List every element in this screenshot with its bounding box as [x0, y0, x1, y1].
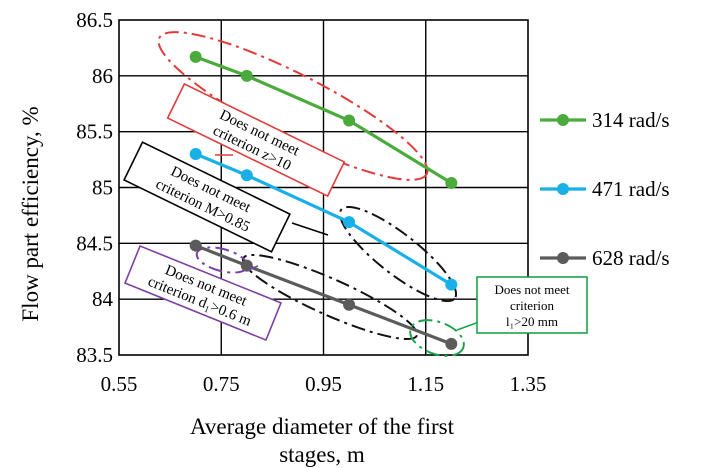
tick-labels: 0.55 0.75 0.95 1.15 1.35 83.5 84 84.5 85 85.5 86 86…	[76, 8, 546, 396]
y-tick-label: 85	[92, 176, 113, 200]
data-point	[343, 298, 356, 311]
y-tick-label: 83.5	[76, 343, 113, 367]
data-point	[445, 278, 458, 291]
data-point	[189, 50, 202, 63]
criterion-ellipses	[157, 31, 465, 357]
y-tick-label: 86	[92, 64, 113, 88]
x-tick-label: 1.35	[510, 372, 547, 396]
callout-leader	[291, 222, 329, 236]
data-point	[240, 69, 253, 82]
annotation-l-box	[476, 276, 588, 334]
criterion-ellipse-m	[338, 205, 458, 303]
data-point	[189, 148, 202, 160]
criterion-ellipse-l	[409, 319, 465, 357]
data-point	[343, 216, 356, 229]
annotation-z-box	[166, 82, 346, 198]
legend: 314 rad/s 471 rad/s 628 rad/s	[540, 108, 670, 270]
legend-label: 314 rad/s	[592, 108, 670, 132]
y-tick-label: 85.5	[76, 120, 113, 144]
data-point	[343, 114, 356, 127]
data-point	[240, 169, 253, 182]
data-point	[445, 177, 458, 190]
series-lines	[189, 50, 458, 350]
data-point	[445, 337, 458, 350]
y-tick-label: 84	[92, 287, 114, 311]
x-tick-label: 1.15	[407, 372, 444, 396]
y-tick-label: 84.5	[76, 231, 113, 255]
annotation-d-box	[124, 244, 282, 342]
x-axis-label-line2: stages, m	[279, 442, 365, 467]
legend-label: 628 rad/s	[592, 246, 670, 270]
annotation-m-box	[123, 141, 291, 253]
y-axis-label: Flow part efficiency, %	[18, 106, 43, 321]
legend-marker	[557, 252, 569, 264]
legend-marker	[557, 114, 569, 126]
y-tick-label: 86.5	[76, 8, 113, 32]
legend-label: 471 rad/s	[592, 177, 670, 201]
series-line-1	[195, 152, 453, 287]
callout-leader	[247, 265, 259, 271]
annotation-l-text: Does not meet	[494, 282, 569, 297]
annotation-l-text: l₁>20 mm	[506, 314, 558, 329]
data-point	[240, 259, 253, 272]
series-line-0	[195, 55, 453, 185]
data-point	[189, 239, 202, 252]
x-axis-label-line1: Average diameter of the first	[190, 414, 455, 439]
annotation-l-text: criterion	[510, 298, 555, 313]
series-line-2	[195, 244, 452, 346]
criterion-ellipse-z	[157, 31, 429, 181]
x-tick-label: 0.95	[305, 372, 342, 396]
x-tick-label: 0.55	[101, 372, 138, 396]
x-tick-label: 0.75	[203, 372, 240, 396]
legend-marker	[557, 183, 569, 195]
